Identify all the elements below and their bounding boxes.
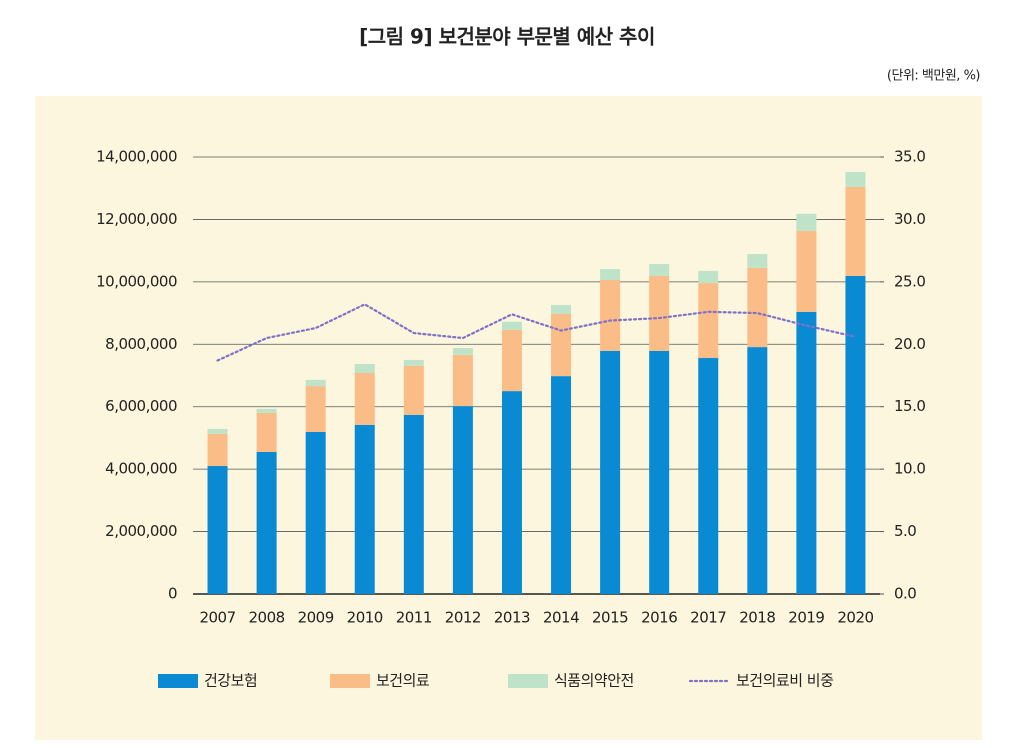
y-tick-label: 14,000,000 xyxy=(96,148,177,166)
bar-segment xyxy=(452,348,473,355)
bar-segment xyxy=(256,451,277,594)
bar-segment xyxy=(354,424,375,594)
y2-tick-label: 30.0 xyxy=(894,210,925,228)
x-tick-label: 2013 xyxy=(494,609,530,627)
bar-segment xyxy=(796,230,817,312)
y2-tick-label: 20.0 xyxy=(894,335,925,353)
y2-tick-label: 35.0 xyxy=(894,148,925,166)
x-tick-label: 2019 xyxy=(788,609,824,627)
legend-label: 식품의약안전 xyxy=(554,672,634,690)
y2-tick-label: 5.0 xyxy=(894,522,916,540)
y-tick-label: 12,000,000 xyxy=(96,210,177,228)
x-tick-label: 2009 xyxy=(298,609,334,627)
bar-segment xyxy=(403,365,424,415)
chart-title: [그림 9] 보건분야 부문별 예산 추이 xyxy=(359,25,655,49)
bar-segment xyxy=(551,304,572,315)
bar-segment xyxy=(698,270,719,284)
bar-segment xyxy=(600,269,621,280)
bar-segment xyxy=(845,186,866,276)
bar-segment xyxy=(796,213,817,231)
bar-segment xyxy=(256,412,277,452)
legend-label: 건강보험 xyxy=(204,672,257,690)
x-tick-label: 2010 xyxy=(347,609,383,627)
x-tick-label: 2011 xyxy=(396,609,432,627)
bar-segment xyxy=(403,414,424,594)
bar-segment xyxy=(551,376,572,594)
bar-segment xyxy=(747,267,768,348)
bar-segment xyxy=(501,321,522,330)
bar-segment xyxy=(452,406,473,594)
bar-segment xyxy=(403,359,424,366)
legend-swatch xyxy=(508,674,548,688)
x-tick-label: 2018 xyxy=(739,609,775,627)
bar-segment xyxy=(649,275,670,351)
ratio-line xyxy=(216,303,857,362)
y-tick-label: 8,000,000 xyxy=(105,335,177,353)
x-tick-label: 2020 xyxy=(837,609,873,627)
legend-swatch xyxy=(158,674,198,688)
bar-segment xyxy=(452,354,473,407)
bar-segment xyxy=(845,275,866,594)
bar-segment xyxy=(845,171,866,187)
unit-note: (단위: 백만원, %) xyxy=(887,69,980,84)
y-tick-label: 6,000,000 xyxy=(105,397,177,415)
bar-segment xyxy=(600,350,621,594)
bar-segment xyxy=(649,264,670,276)
bar-segment xyxy=(207,428,228,434)
bar-segment xyxy=(796,311,817,594)
x-tick-label: 2008 xyxy=(249,609,285,627)
legend-label: 보건의료비 비중 xyxy=(736,672,833,690)
bar-segment xyxy=(305,379,326,387)
x-tick-label: 2015 xyxy=(592,609,628,627)
bar-segment xyxy=(207,433,228,467)
y2-tick-label: 25.0 xyxy=(894,272,925,290)
x-tick-label: 2007 xyxy=(199,609,235,627)
bar-segment xyxy=(354,373,375,425)
legend-swatch xyxy=(330,674,370,688)
bar-segment xyxy=(256,408,277,413)
bar-segment xyxy=(747,254,768,268)
legend-label: 보건의료 xyxy=(376,672,430,690)
x-tick-label: 2014 xyxy=(543,609,579,627)
x-tick-label: 2017 xyxy=(690,609,726,627)
bar-segment xyxy=(207,466,228,594)
y-tick-label: 0 xyxy=(168,585,177,603)
bar-segment xyxy=(354,363,375,374)
y2-tick-label: 15.0 xyxy=(894,397,925,415)
x-tick-label: 2012 xyxy=(445,609,481,627)
x-tick-label: 2016 xyxy=(641,609,677,627)
bar-segment xyxy=(600,279,621,351)
bar-segment xyxy=(501,329,522,392)
bar-segment xyxy=(649,350,670,594)
bar-segment xyxy=(698,358,719,594)
y-tick-label: 10,000,000 xyxy=(96,272,177,290)
y2-tick-label: 0.0 xyxy=(894,585,916,603)
bar-segment xyxy=(698,283,719,359)
y2-tick-label: 10.0 xyxy=(894,460,925,478)
bar-segment xyxy=(747,347,768,594)
y-tick-label: 4,000,000 xyxy=(105,460,177,478)
bar-segment xyxy=(551,314,572,377)
bar-segment xyxy=(501,391,522,594)
bar-segment xyxy=(305,431,326,594)
bar-segment xyxy=(305,386,326,432)
y-tick-label: 2,000,000 xyxy=(105,522,177,540)
